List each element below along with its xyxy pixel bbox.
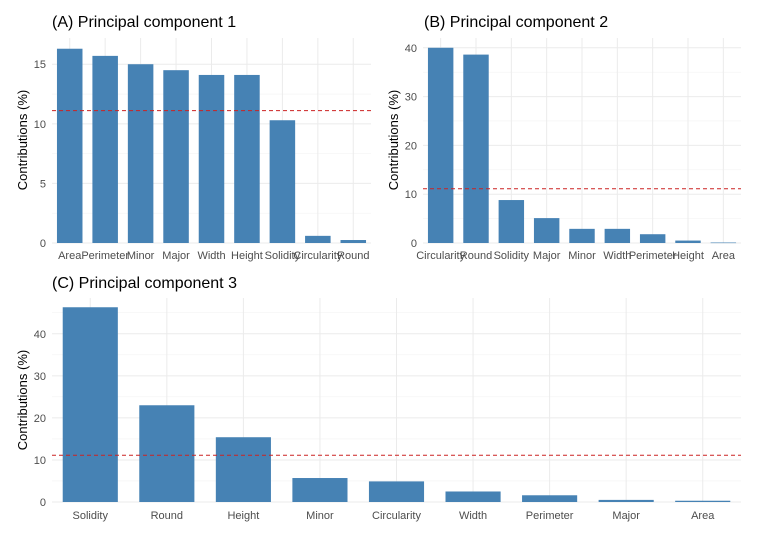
x-tick-label: Area xyxy=(712,250,736,262)
panel-pc3: (C) Principal component 3 Contributions … xyxy=(15,275,741,522)
bar-height xyxy=(675,240,701,243)
y-tick-label: 0 xyxy=(40,497,46,509)
bar-circularity xyxy=(305,235,331,243)
x-tick-label: Round xyxy=(337,250,369,262)
x-tick-label: Solidity xyxy=(73,510,109,522)
x-tick-label: Major xyxy=(162,250,190,262)
x-tick-label: Height xyxy=(231,250,263,262)
panel-pc2: (B) Principal component 2 Contributions … xyxy=(386,14,741,262)
y-tick-label: 0 xyxy=(40,238,46,250)
bar-perimeter xyxy=(522,495,578,502)
y-tick-label: 30 xyxy=(405,92,417,104)
bar-minor xyxy=(292,478,348,502)
x-tick-label: Minor xyxy=(306,510,334,522)
x-tick-label: Height xyxy=(227,510,259,522)
x-tick-label: Round xyxy=(151,510,183,522)
x-tick-label: Circularity xyxy=(416,250,465,262)
x-tick-label: Area xyxy=(58,250,82,262)
x-tick-label: Minor xyxy=(568,250,596,262)
bar-major xyxy=(533,218,560,243)
bar-circularity xyxy=(427,47,454,244)
bar-round xyxy=(463,54,489,243)
panel-pc2-title: (B) Principal component 2 xyxy=(424,14,608,31)
bar-round xyxy=(139,405,195,502)
y-tick-label: 40 xyxy=(34,329,46,341)
bar-height xyxy=(234,74,260,243)
bar-circularity xyxy=(368,481,425,502)
y-tick-label: 40 xyxy=(405,43,417,55)
y-tick-label: 30 xyxy=(34,371,46,383)
bar-round xyxy=(340,240,367,243)
x-tick-label: Width xyxy=(197,250,225,262)
x-tick-label: Area xyxy=(691,510,715,522)
x-tick-label: Circularity xyxy=(293,250,342,262)
panel-pc3-ylabel: Contributions (%) xyxy=(15,350,30,450)
x-tick-label: Solidity xyxy=(265,250,301,262)
bar-perimeter xyxy=(639,234,666,243)
x-tick-label: Major xyxy=(533,250,561,262)
y-tick-label: 15 xyxy=(34,59,46,71)
y-tick-label: 10 xyxy=(405,189,417,201)
x-tick-label: Solidity xyxy=(494,250,530,262)
panel-pc1-title: (A) Principal component 1 xyxy=(52,14,236,31)
panel-pc1: (A) Principal component 1 Contributions … xyxy=(15,14,371,262)
x-tick-label: Circularity xyxy=(372,510,421,522)
bar-width xyxy=(445,491,501,502)
bar-minor xyxy=(127,64,154,243)
x-tick-label: Width xyxy=(603,250,631,262)
y-tick-label: 20 xyxy=(34,413,46,425)
bar-solidity xyxy=(498,200,525,243)
y-tick-label: 10 xyxy=(34,455,46,467)
x-tick-label: Perimeter xyxy=(81,250,129,262)
bar-width xyxy=(198,74,225,243)
y-tick-label: 20 xyxy=(405,140,417,152)
x-tick-label: Perimeter xyxy=(629,250,677,262)
x-tick-label: Perimeter xyxy=(526,510,574,522)
x-tick-label: Round xyxy=(460,250,492,262)
bar-height xyxy=(215,437,271,502)
panel-pc2-ylabel: Contributions (%) xyxy=(386,90,401,190)
bar-area xyxy=(56,48,83,243)
panel-pc1-ylabel: Contributions (%) xyxy=(15,90,30,190)
x-tick-label: Major xyxy=(612,510,640,522)
y-tick-label: 0 xyxy=(411,238,417,250)
x-tick-label: Width xyxy=(459,510,487,522)
bar-solidity xyxy=(62,307,118,502)
bar-perimeter xyxy=(92,55,118,244)
x-tick-label: Minor xyxy=(127,250,155,262)
bar-width xyxy=(604,228,631,243)
bar-area xyxy=(675,500,731,502)
bar-major xyxy=(163,70,189,243)
x-tick-label: Height xyxy=(672,250,704,262)
y-tick-label: 5 xyxy=(40,178,46,190)
bar-solidity xyxy=(269,120,296,243)
bar-area xyxy=(710,242,737,244)
panel-pc3-title: (C) Principal component 3 xyxy=(52,275,237,292)
y-tick-label: 10 xyxy=(34,119,46,131)
bar-major xyxy=(598,499,654,502)
bar-minor xyxy=(569,228,595,243)
